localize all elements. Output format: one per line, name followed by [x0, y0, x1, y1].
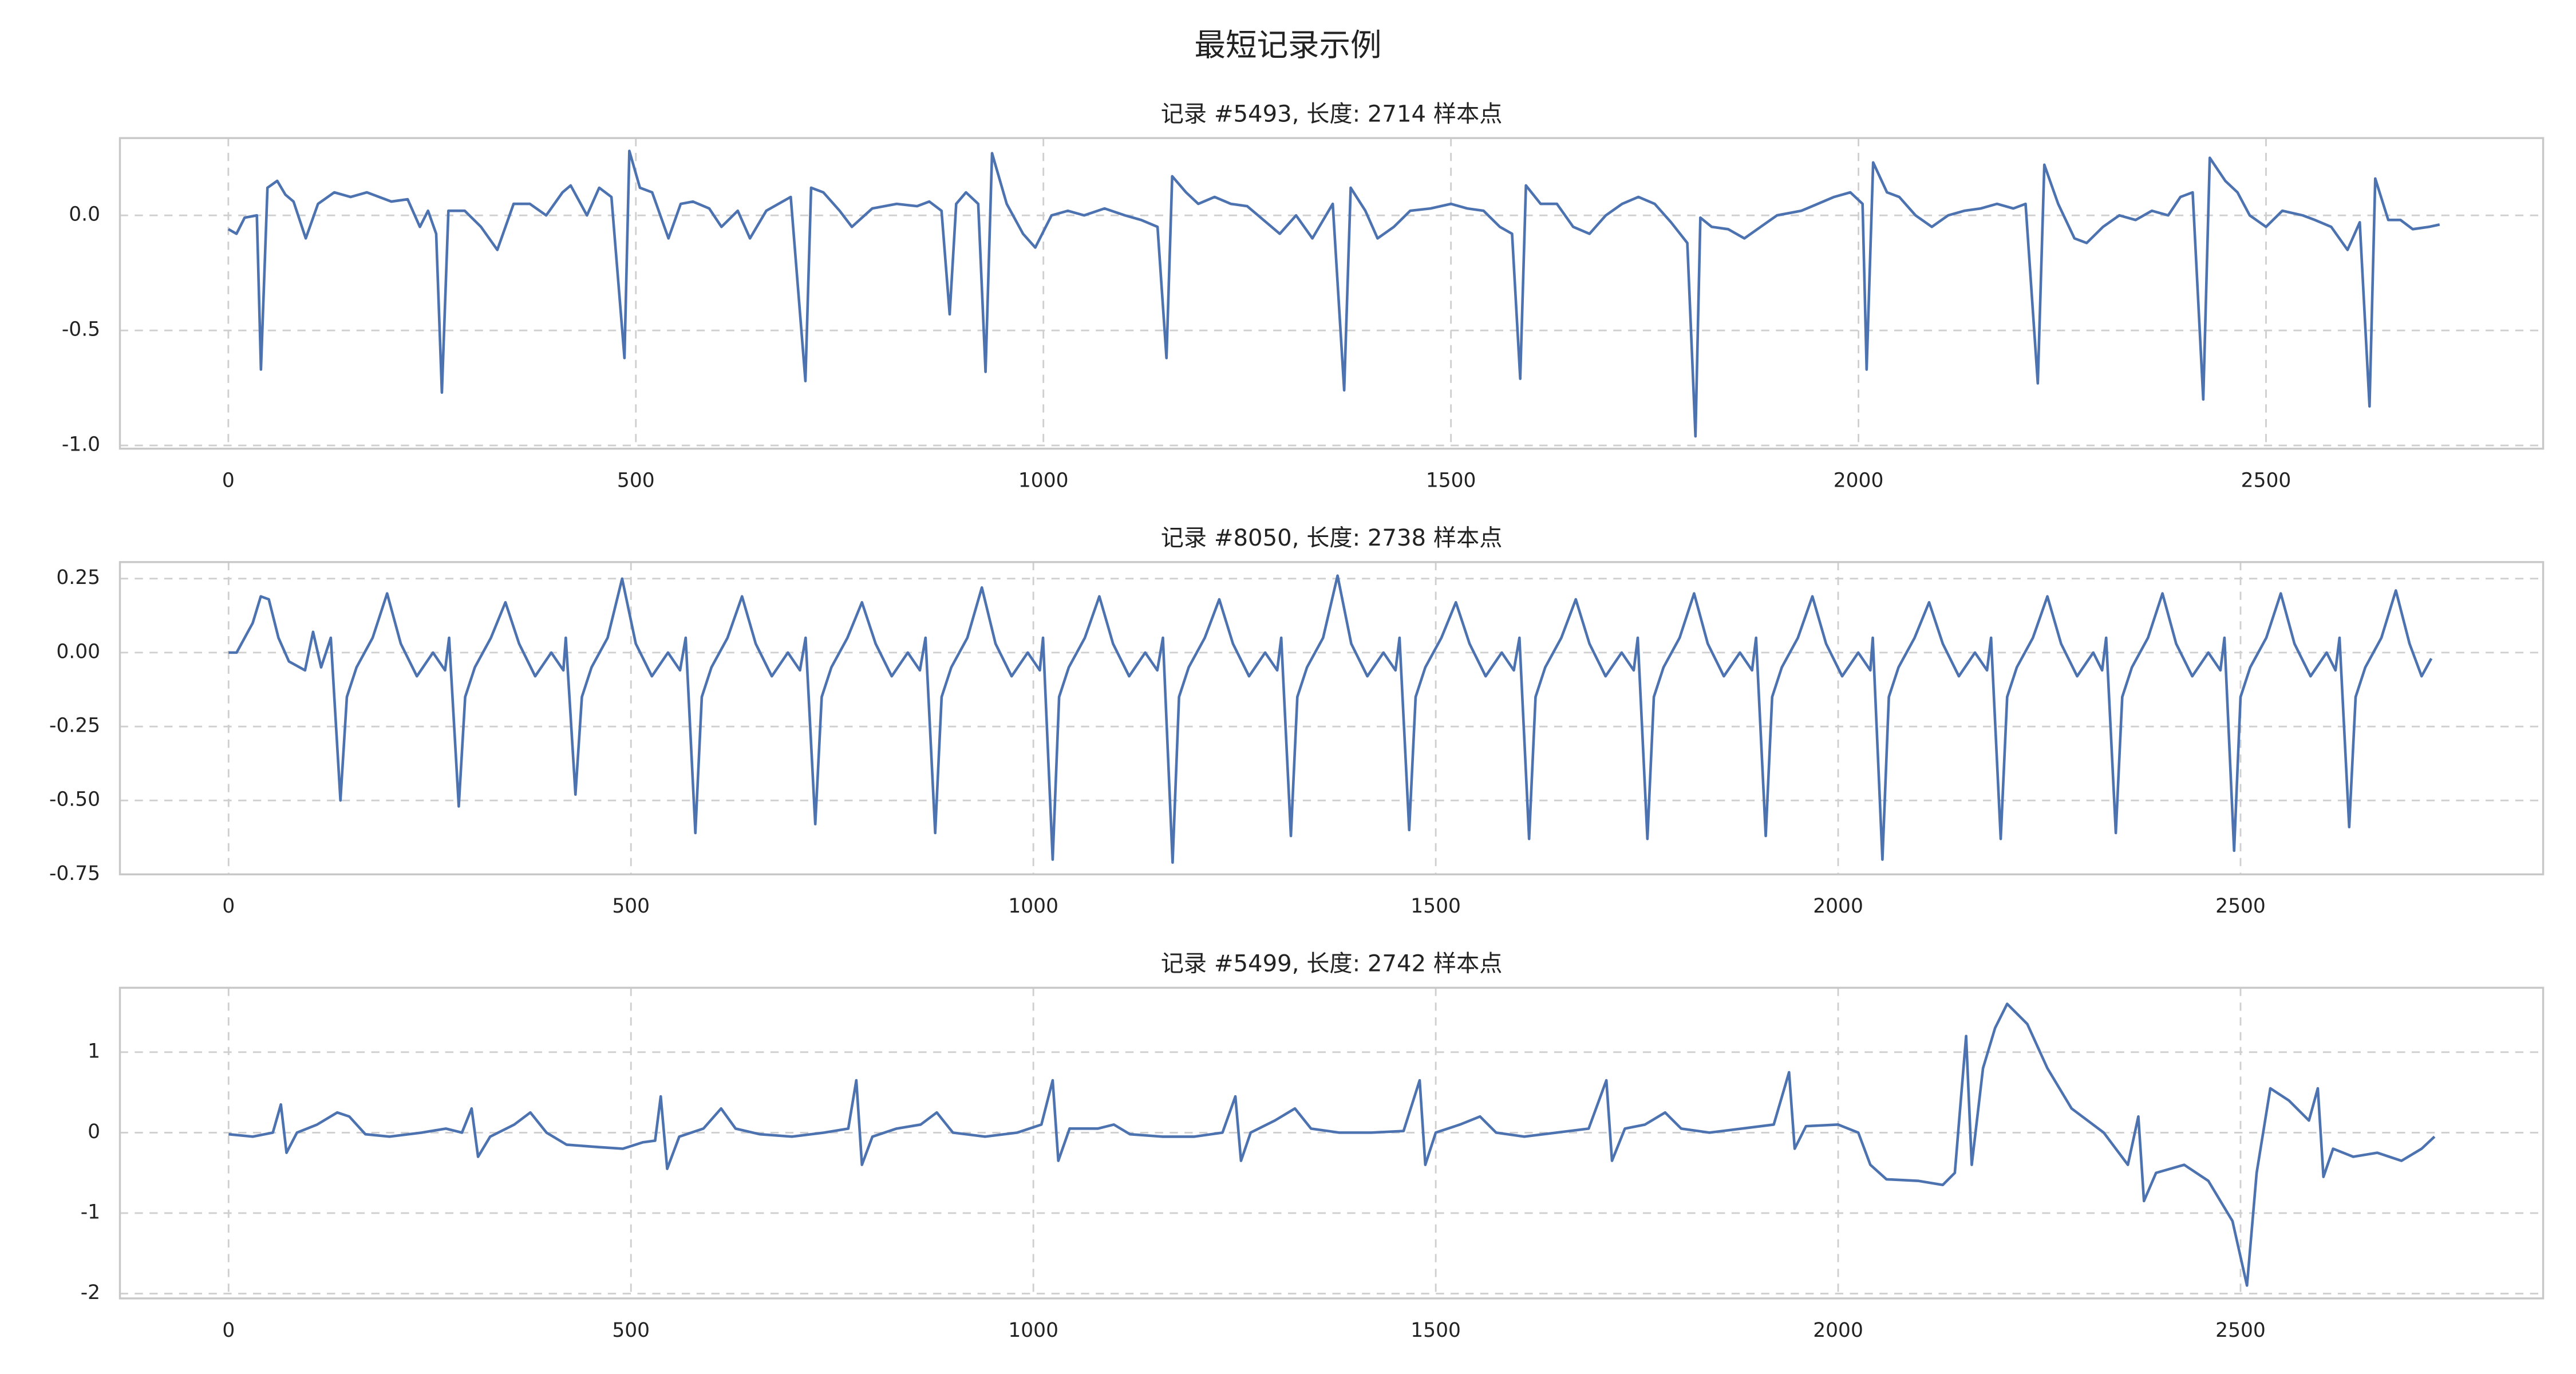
signal-line	[228, 1002, 2436, 1287]
signal-line	[228, 574, 2433, 864]
x-tick-label: 1000	[1008, 1319, 1058, 1342]
x-tick-label: 500	[617, 469, 655, 492]
x-tick-label: 1000	[1018, 469, 1069, 492]
y-tick-label: -0.75	[49, 862, 100, 885]
x-tick-label: 2000	[1813, 895, 1863, 918]
y-tick-label: -0.50	[49, 788, 100, 811]
y-tick-label: 0.0	[69, 203, 100, 226]
x-tick-label: 0	[222, 1319, 235, 1342]
x-tick-label: 500	[612, 895, 650, 918]
y-tick-label: 0.25	[56, 566, 100, 589]
y-tick-label: 0.00	[56, 640, 100, 663]
axes-frame	[118, 137, 2545, 450]
x-tick-label: 2000	[1813, 1319, 1863, 1342]
y-tick-label: -1	[81, 1201, 100, 1223]
y-tick-label: -2	[81, 1281, 100, 1304]
y-tick-label: 1	[88, 1040, 100, 1063]
signal-line	[227, 149, 2440, 438]
x-tick-label: 2500	[2215, 1319, 2266, 1342]
figure-title: 最短记录示例	[1194, 27, 1381, 64]
x-tick-label: 2500	[2215, 895, 2266, 918]
axes-frame	[118, 986, 2545, 1300]
x-tick-label: 1500	[1411, 1319, 1461, 1342]
y-tick-label: -0.25	[49, 714, 100, 737]
x-tick-label: 1500	[1411, 895, 1461, 918]
x-tick-label: 0	[222, 469, 235, 492]
axes-frame	[118, 561, 2545, 875]
subplot-title: 记录 #8050, 长度: 2738 样本点	[1161, 525, 1503, 551]
x-tick-label: 2500	[2241, 469, 2291, 492]
x-tick-label: 1000	[1008, 895, 1058, 918]
y-tick-label: -0.5	[62, 318, 100, 341]
x-tick-label: 0	[222, 895, 235, 918]
y-tick-label: 0	[88, 1120, 100, 1143]
x-tick-label: 500	[612, 1319, 650, 1342]
subplot-title: 记录 #5493, 长度: 2714 样本点	[1161, 101, 1503, 127]
y-tick-label: -1.0	[62, 433, 100, 456]
x-tick-label: 2000	[1834, 469, 1884, 492]
subplot-title: 记录 #5499, 长度: 2742 样本点	[1161, 951, 1503, 977]
x-tick-label: 1500	[1426, 469, 1476, 492]
